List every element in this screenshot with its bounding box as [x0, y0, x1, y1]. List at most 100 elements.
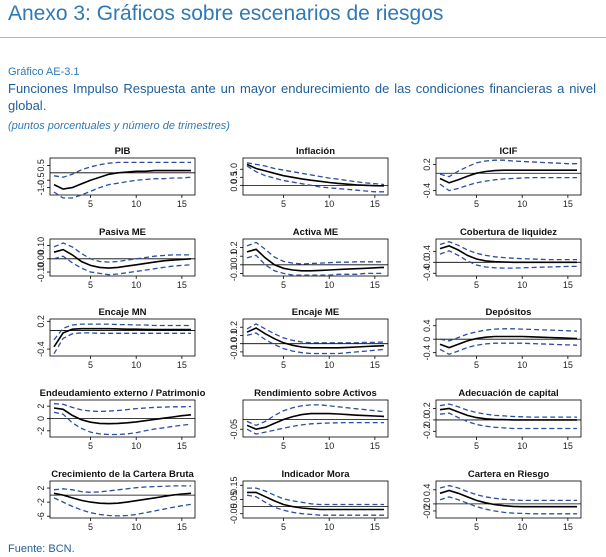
panel-frame: [242, 238, 389, 277]
x-tick-label: 10: [131, 441, 141, 451]
y-tick-label: 2: [36, 486, 46, 491]
y-tick-label: -6: [36, 512, 46, 520]
impulse-response-line: [439, 407, 577, 421]
x-tick-label: 15: [177, 441, 187, 451]
y-tick-label: 0.0: [422, 414, 432, 427]
x-tick-label: 5: [474, 280, 479, 290]
y-tick-label: -1.0: [36, 180, 46, 196]
x-tick-label: 5: [88, 199, 93, 209]
y-tick-label: 0.0: [229, 337, 239, 350]
x-tick-label: 5: [474, 522, 479, 532]
panel-frame: [435, 480, 582, 519]
panel-title: Encaje MN: [98, 307, 146, 318]
x-tick-label: 5: [88, 360, 93, 370]
panel-frame: [435, 399, 582, 438]
x-tick-label: 15: [370, 199, 380, 209]
x-tick-label: 15: [177, 280, 187, 290]
y-tick-label: 0.15: [229, 477, 239, 495]
y-tick-label: -0.05: [229, 503, 239, 524]
figure-source: Fuente: BCN.: [8, 543, 75, 555]
impulse-response-line: [247, 491, 384, 511]
y-tick-label: 0.2: [229, 241, 239, 254]
y-tick-label: 0.05: [229, 491, 239, 509]
y-tick-label: -2: [36, 427, 46, 435]
lower-band-line: [439, 412, 577, 430]
lower-band-line: [246, 332, 385, 355]
y-tick-label: 0.2: [422, 158, 432, 171]
y-tick-label: 0.0: [229, 179, 239, 192]
panel-title: Rendimiento sobre Activos: [254, 388, 377, 399]
x-tick-label: 5: [474, 441, 479, 451]
panel-frame: [49, 318, 196, 357]
x-tick-label: 5: [281, 522, 286, 532]
x-tick-label: 10: [324, 199, 334, 209]
x-tick-label: 15: [177, 199, 187, 209]
impulse-response-line: [439, 169, 577, 184]
y-tick-label: 1.0: [229, 163, 239, 176]
panel-title: Depósitos: [486, 307, 532, 318]
upper-band-line: [439, 241, 577, 261]
y-tick-label: -0.10: [36, 262, 46, 283]
y-tick-label: -0.4: [422, 345, 432, 361]
y-tick-label: 0.4: [422, 484, 432, 497]
y-tick-label: 0: [229, 262, 239, 267]
x-tick-label: 10: [517, 522, 527, 532]
panel-title: ICIF: [500, 146, 518, 157]
impulse-response-line: [439, 335, 578, 349]
x-tick-label: 15: [177, 360, 187, 370]
y-tick-label: 0.4: [422, 319, 432, 332]
y-tick-label: -0.5: [36, 172, 46, 188]
lower-band-line: [53, 255, 192, 276]
y-tick-label: 0.2: [229, 321, 239, 334]
x-tick-label: 15: [370, 522, 380, 532]
y-tick-label: 0.5: [36, 159, 46, 172]
figure-title: Funciones Impulso Respuesta ante un mayo…: [8, 81, 596, 113]
impulse-response-line: [246, 163, 385, 187]
header-divider: [0, 37, 606, 38]
upper-band-line: [439, 328, 578, 342]
y-tick-label: 0.0: [422, 256, 432, 269]
lower-band-line: [439, 250, 577, 269]
x-tick-label: 15: [370, 441, 380, 451]
y-tick-label: 0.2: [36, 315, 46, 328]
lower-band-line: [246, 494, 384, 516]
impulse-response-line: [53, 327, 191, 348]
impulse-response-line: [439, 245, 577, 264]
lower-band-line: [53, 332, 191, 355]
y-tick-label: 0.2: [422, 402, 432, 415]
x-tick-label: 10: [517, 280, 527, 290]
x-tick-label: 10: [131, 280, 141, 290]
figure-id: Gráfico AE-3.1: [8, 66, 80, 78]
y-tick-label: 2: [36, 404, 46, 409]
y-tick-label: 0: [36, 416, 46, 421]
upper-band-line: [439, 403, 577, 418]
upper-band-line: [246, 323, 385, 344]
x-tick-label: 15: [563, 360, 573, 370]
x-tick-label: 5: [88, 522, 93, 532]
x-tick-label: 5: [281, 441, 286, 451]
lower-band-line: [246, 165, 384, 193]
lower-band-line: [53, 497, 192, 517]
x-tick-label: 15: [563, 522, 573, 532]
x-tick-label: 15: [370, 360, 380, 370]
panel-title: Indicador Mora: [281, 469, 350, 480]
lower-band-line: [439, 342, 578, 356]
panel-title: Endeudamiento externo / Patrimonio: [40, 388, 206, 399]
x-tick-label: 10: [324, 441, 334, 451]
upper-band-line: [53, 323, 191, 341]
lower-band-line: [246, 254, 384, 276]
y-tick-label: -0.4: [36, 341, 46, 357]
upper-band-line: [246, 241, 384, 265]
lower-band-line: [246, 421, 384, 435]
y-tick-label: -0.1: [229, 266, 239, 282]
impulse-response-line: [53, 407, 192, 425]
x-tick-label: 5: [281, 360, 286, 370]
lower-band-line: [53, 411, 192, 436]
x-tick-label: 5: [474, 360, 479, 370]
panel-frame: [435, 238, 582, 277]
upper-band-line: [246, 162, 385, 186]
impulse-response-line: [439, 489, 577, 508]
impulse-response-line: [246, 412, 385, 431]
x-tick-label: 10: [131, 522, 141, 532]
lower-band-line: [439, 176, 577, 192]
